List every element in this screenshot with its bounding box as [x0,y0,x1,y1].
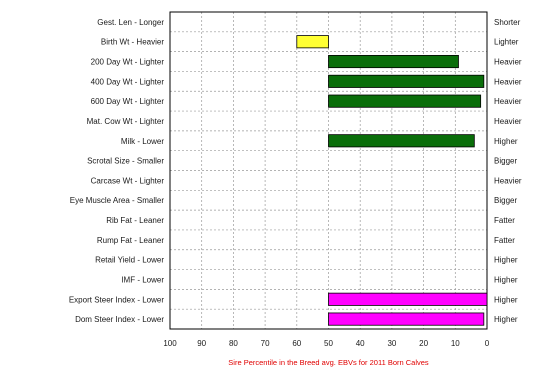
x-tick-label: 30 [387,339,396,348]
left-category-labels: Gest. Len - Longer Birth Wt - Heavier 200 … [69,18,164,324]
x-tick-label: 90 [197,339,206,348]
right-label: Higher [494,275,518,284]
bar-2 [328,54,459,69]
x-axis-label: Sire Percentile in the Breed avg. EBVs f… [228,358,429,367]
left-label: Export Steer Index - Lower [69,295,164,304]
left-label: 600 Day Wt - Lighter [91,97,165,106]
left-label: IMF - Lower [121,275,164,284]
right-label: Bigger [494,157,517,166]
x-tick-label: 50 [324,339,333,348]
x-tick-label: 70 [261,339,270,348]
x-tick-label: 60 [292,339,301,348]
left-label: Scrotal Size - Smaller [87,157,164,166]
right-label: Higher [494,256,518,265]
right-label: Shorter [494,18,521,27]
plot-frame [169,11,488,330]
left-label: Milk - Lower [121,137,164,146]
left-label: Birth Wt - Heavier [101,38,164,47]
left-label: 400 Day Wt - Lighter [91,77,165,86]
left-label: Carcase Wt - Lighter [91,176,165,185]
right-label: Higher [494,295,518,304]
left-label: Rump Fat - Leaner [97,236,164,245]
right-label: Heavier [494,97,522,106]
right-label: Fatter [494,216,515,225]
right-label: Higher [494,137,518,146]
left-label: Gest. Len - Longer [97,18,164,27]
x-tick-label: 20 [419,339,428,348]
right-label: Heavier [494,117,522,126]
left-label: Dom Steer Index - Lower [75,315,164,324]
right-label: Heavier [494,77,522,86]
x-tick-label: 80 [229,339,238,348]
x-tick-label: 10 [451,339,460,348]
left-label: Retail Yield - Lower [95,256,164,265]
x-tick-label: 100 [163,339,177,348]
bar-3 [328,74,485,88]
bar-15 [328,312,485,326]
x-tick-labels: 100 90 80 70 60 50 40 30 20 10 0 [163,339,489,348]
bar-4 [328,94,482,108]
left-label: Mat. Cow Wt - Lighter [87,117,165,126]
right-label: Heavier [494,176,522,185]
bar-14 [328,292,488,306]
bars [296,35,488,326]
x-tick-label: 40 [356,339,365,348]
right-label: Higher [494,315,518,324]
right-label: Heavier [494,58,522,67]
right-category-labels: Shorter Lighter Heavier Heavier Heavier Heavi… [494,18,522,324]
left-label: Rib Fat - Leaner [106,216,164,225]
right-label: Bigger [494,196,517,205]
right-label: Lighter [494,38,519,47]
left-label: 200 Day Wt - Lighter [91,58,165,67]
right-label: Fatter [494,236,515,245]
left-label: Eye Muscle Area - Smaller [70,196,165,205]
bar-1 [296,35,329,49]
x-tick-label: 0 [485,339,490,348]
bar-6 [328,134,475,148]
